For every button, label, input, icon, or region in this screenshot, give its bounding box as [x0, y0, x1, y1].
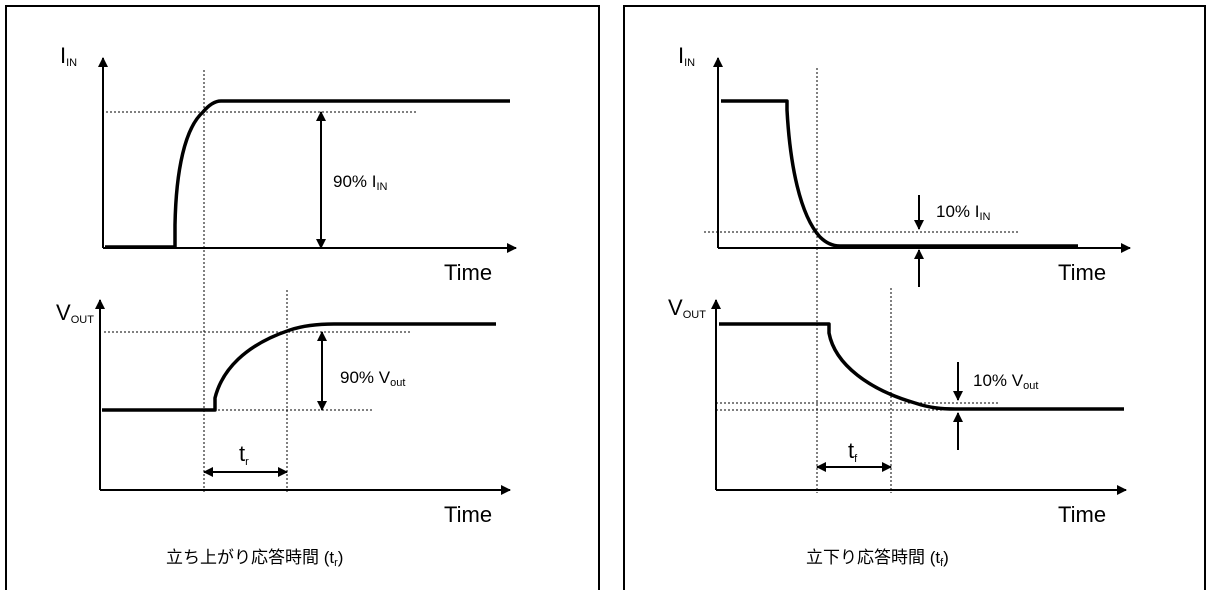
panel-border-right — [623, 5, 1206, 590]
output-voltage-waveform — [719, 322, 1124, 411]
percent-annotation: 90% IIN — [333, 172, 388, 193]
input-current-waveform — [721, 99, 1078, 248]
panel-border-left — [5, 5, 600, 590]
rise-output-graph: VOUT Time 90% Vout tr — [56, 299, 511, 527]
percent-annotation: 10% IIN — [936, 202, 991, 223]
rise-time-panel: IIN Time 90% IIN VOUT Time 90% Vout tr 立… — [5, 5, 600, 590]
interval-label: tf — [848, 438, 858, 465]
percent-annotation: 10% Vout — [973, 371, 1038, 392]
caption: 立ち上がり応答時間 (tr) — [166, 548, 343, 569]
y-axis-label: VOUT — [668, 295, 706, 321]
fall-time-panel: IIN Time 10% IIN VOUT Time 10% Vout tf 立… — [623, 5, 1206, 590]
caption: 立下り応答時間 (tf) — [806, 548, 949, 569]
rise-input-graph: IIN Time 90% IIN — [60, 43, 517, 285]
x-axis-label: Time — [444, 260, 492, 285]
x-axis-label: Time — [1058, 502, 1106, 527]
fall-input-graph: IIN Time 10% IIN — [678, 43, 1131, 287]
output-voltage-waveform — [102, 322, 496, 412]
percent-annotation: 90% Vout — [340, 368, 405, 389]
y-axis-label: VOUT — [56, 300, 94, 326]
input-current-waveform — [105, 99, 510, 249]
interval-label: tr — [239, 441, 249, 468]
y-axis-label: IIN — [60, 43, 77, 69]
x-axis-label: Time — [444, 502, 492, 527]
y-axis-label: IIN — [678, 43, 695, 69]
x-axis-label: Time — [1058, 260, 1106, 285]
fall-output-graph: VOUT Time 10% Vout tf — [668, 295, 1127, 527]
